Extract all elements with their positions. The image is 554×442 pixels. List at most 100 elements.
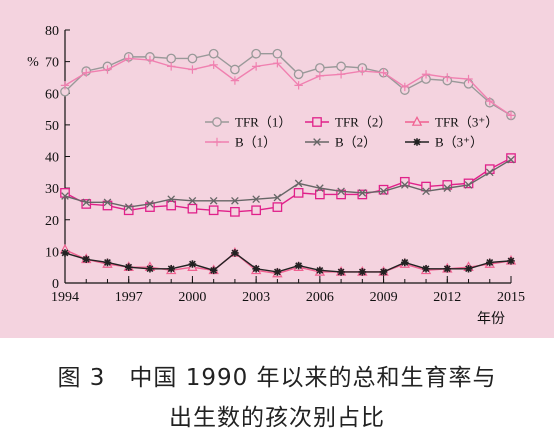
series-line: [64, 249, 512, 275]
x-tick-label: 2003: [242, 290, 270, 305]
legend-item: B（3⁺）: [405, 135, 483, 150]
legend-swatch-marker: [411, 116, 423, 126]
legend-swatch-marker: [212, 117, 222, 127]
data-point: [146, 200, 154, 208]
data-point: [167, 264, 175, 273]
data-point: [166, 62, 176, 71]
series-6: [61, 249, 515, 276]
data-point: [337, 268, 345, 276]
y-tick-label: 40: [45, 151, 59, 166]
legend-label: TFR（1）: [235, 115, 291, 130]
data-point: [209, 266, 218, 275]
y-tick-label: 20: [45, 214, 59, 229]
x-tick-label: 2009: [370, 290, 398, 305]
data-point: [315, 189, 325, 200]
legend-item: TFR（1）: [205, 115, 291, 130]
data-point: [293, 188, 304, 198]
data-point: [251, 205, 261, 216]
legend-label: B（1）: [235, 135, 276, 150]
series-line: [64, 52, 512, 116]
series-layer: [59, 48, 517, 278]
legend-swatch-marker: [313, 138, 321, 146]
data-point: [252, 264, 260, 273]
data-point: [358, 189, 367, 197]
data-point: [230, 206, 240, 217]
line-chart: 0 10 20 30 40 50 60 70 80 1994 1997 2000 2003 2006 200…: [27, 24, 525, 327]
data-point: [188, 196, 197, 205]
data-point: [506, 111, 516, 120]
x-axis-label: 年份: [477, 311, 505, 327]
data-point: [209, 196, 218, 205]
data-point: [443, 73, 452, 82]
data-point: [315, 71, 325, 81]
legend-swatch-marker: [413, 138, 421, 146]
data-point: [507, 257, 515, 265]
data-point: [60, 188, 70, 198]
series-line: [64, 157, 512, 213]
data-point: [61, 249, 69, 257]
data-point: [336, 61, 346, 72]
data-point: [464, 181, 473, 189]
data-point: [208, 205, 219, 216]
data-point: [316, 266, 324, 275]
data-point: [124, 203, 133, 211]
y-tick-label: 80: [45, 24, 59, 39]
data-point: [421, 70, 431, 79]
data-point: [230, 76, 240, 85]
data-point: [422, 187, 430, 196]
data-point: [166, 200, 177, 211]
legend-label: B（2）: [335, 135, 376, 150]
data-point: [442, 180, 453, 190]
axes: 0 10 20 30 40 50 60 70 80 1994 1997 2000 2003 2006 200…: [27, 24, 525, 327]
data-point: [272, 48, 283, 59]
legend-item: B（2）: [305, 135, 376, 150]
data-point: [485, 258, 494, 267]
y-tick-label: 30: [45, 182, 59, 197]
data-point: [316, 184, 324, 192]
data-point: [401, 258, 409, 267]
data-point: [82, 68, 91, 77]
data-point: [358, 268, 367, 276]
data-point: [251, 62, 261, 71]
legend-swatch-marker: [312, 117, 322, 127]
data-point: [209, 60, 218, 69]
y-tick-label: 60: [45, 87, 59, 102]
data-point: [187, 203, 198, 214]
data-point: [294, 261, 303, 270]
data-point: [82, 198, 91, 207]
series-5: [61, 155, 515, 211]
data-point: [273, 268, 282, 276]
figure-caption-line-1: 图 3 中国 1990 年以来的总和生育率与: [57, 365, 497, 391]
data-point: [485, 168, 494, 177]
x-tick-label: 2000: [178, 290, 206, 305]
data-point: [102, 200, 113, 211]
series-line: [64, 252, 512, 273]
data-point: [464, 74, 473, 84]
data-point: [421, 181, 431, 192]
data-point: [443, 184, 452, 192]
legend-label: B（3⁺）: [435, 135, 483, 150]
data-point: [272, 202, 283, 212]
data-point: [231, 249, 239, 257]
y-tick-label: 50: [45, 119, 59, 134]
x-tick-label: 2006: [306, 290, 334, 305]
data-point: [231, 196, 239, 205]
data-point: [315, 63, 325, 73]
x-tick-label: 1997: [115, 290, 143, 305]
data-point: [507, 155, 515, 164]
series-4: [60, 54, 516, 120]
legend-item: TFR（3⁺）: [405, 115, 498, 130]
data-point: [294, 81, 303, 90]
data-point: [337, 187, 345, 196]
data-point: [294, 179, 303, 188]
data-point: [208, 48, 219, 59]
figure-caption-line-2: 出生数的孩次别占比: [169, 405, 385, 431]
data-point: [336, 70, 346, 79]
data-point: [485, 96, 494, 106]
series-line: [64, 159, 512, 208]
data-point: [103, 258, 112, 267]
data-point: [252, 195, 260, 204]
data-point: [124, 54, 133, 63]
data-point: [464, 264, 473, 273]
